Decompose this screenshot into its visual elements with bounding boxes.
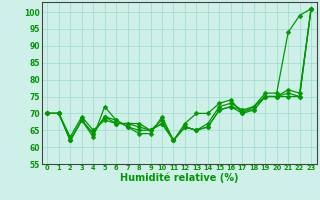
X-axis label: Humidité relative (%): Humidité relative (%): [120, 173, 238, 183]
